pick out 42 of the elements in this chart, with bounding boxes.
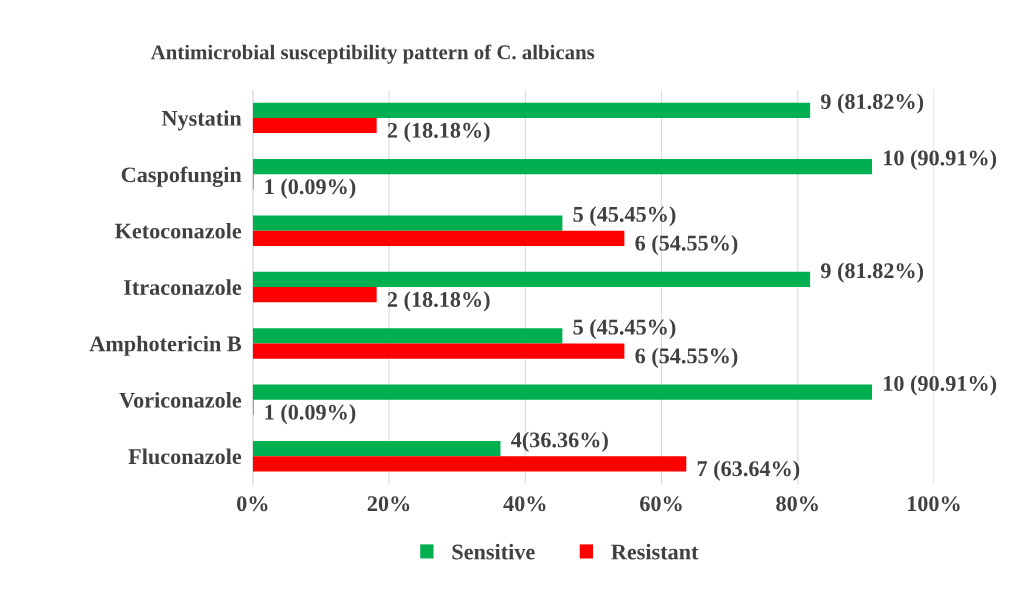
data-label: 6 (54.55%): [635, 234, 738, 256]
data-label: 5 (45.45%): [573, 206, 676, 227]
data-label: 6 (54.55%): [635, 347, 738, 368]
data-label: 1 (0.09%): [265, 404, 356, 425]
data-label: 10 (90.91%): [884, 149, 997, 170]
data-label: 10 (90.91%): [884, 375, 997, 396]
x-tick-label: 100%: [907, 496, 960, 512]
data-label: 4(36.36%): [511, 431, 608, 452]
x-tick-label: 80%: [776, 496, 818, 512]
bar: [252, 328, 563, 344]
data-label: 5 (45.45%): [573, 318, 676, 340]
bar: [252, 230, 625, 246]
y-tick-label: Amphotericin B: [89, 335, 242, 356]
y-tick-label: Itraconazole: [124, 279, 242, 295]
data-label: 2 (18.18%): [387, 122, 490, 143]
bar: [252, 102, 811, 118]
x-tick-label: 40%: [503, 496, 546, 512]
y-tick-label: Nystatin: [161, 110, 242, 131]
x-tick-label: 0%: [237, 496, 268, 512]
bar: [252, 287, 377, 303]
bar: [252, 456, 687, 472]
data-label: 1 (0.09%): [265, 178, 356, 199]
y-tick-label: Caspofungin: [121, 166, 242, 187]
bar: [252, 215, 563, 231]
bar: [252, 440, 501, 457]
data-label: 9 (81.82%): [820, 262, 924, 283]
legend-label: Sensitive: [452, 543, 535, 560]
bar: [252, 343, 625, 359]
chart-title: Antimicrobial susceptibility pattern of C. albicans: [150, 44, 595, 64]
x-tick-label: 20%: [367, 496, 410, 512]
legend-label: Resistant: [611, 543, 699, 560]
y-tick-label: Voriconazole: [119, 392, 242, 408]
bar: [252, 384, 873, 400]
data-label: 9 (81.82%): [820, 93, 924, 114]
bar: [252, 271, 811, 288]
y-tick-label: Ketoconazole: [114, 222, 242, 239]
bar: [252, 117, 377, 134]
data-label: 7 (63.64%): [697, 460, 800, 481]
bar: [252, 159, 873, 175]
y-tick-label: Fluconazole: [128, 448, 242, 465]
data-label: 2 (18.18%): [387, 291, 490, 312]
x-tick-label: 60%: [640, 496, 682, 512]
